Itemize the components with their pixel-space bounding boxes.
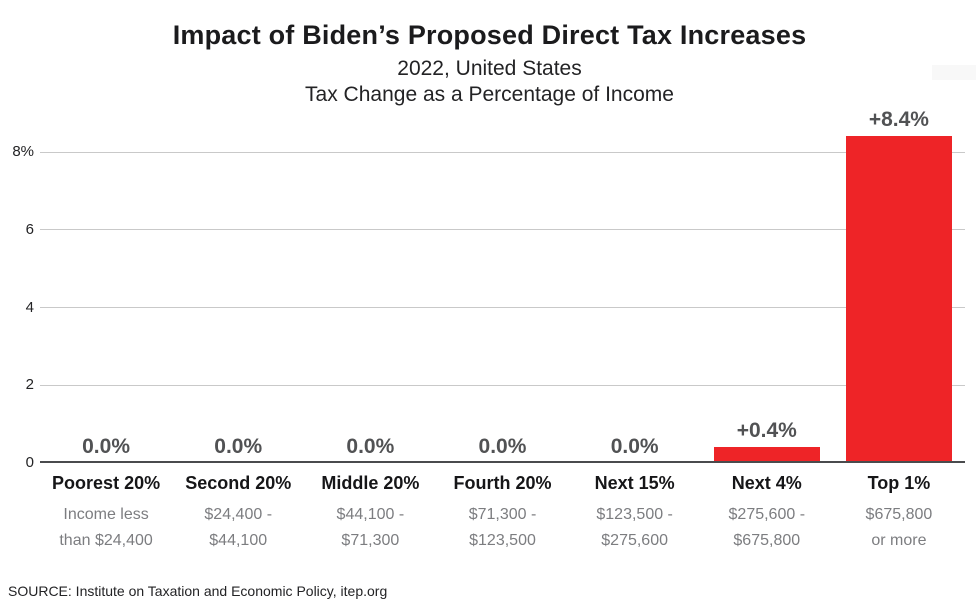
source-note: SOURCE: Institute on Taxation and Econom… <box>8 583 388 599</box>
value-label: 0.0% <box>610 435 659 458</box>
y-tick-label-0: 0 <box>25 454 34 471</box>
category-label: Top 1% <box>867 473 931 493</box>
bar <box>713 447 820 463</box>
column-middle-20-: 0.0% Middle 20% $44,100 - $71,300 <box>304 152 436 550</box>
income-range-line: $71,300 <box>341 532 400 549</box>
income-range-line: $675,800 <box>865 506 933 523</box>
category-label: Second 20% <box>185 473 292 493</box>
income-range-label: $275,600 - $675,800 <box>701 502 833 554</box>
income-range-line: $44,100 <box>209 532 268 549</box>
income-range-line: or more <box>871 532 927 549</box>
income-range-line: than $24,400 <box>59 532 153 549</box>
income-range-line: $675,800 <box>733 532 801 549</box>
income-range-line: $71,300 - <box>468 506 537 523</box>
value-label: +0.4% <box>736 419 797 443</box>
column-poorest-20-: 0.0% Poorest 20% Income less than $24,400 <box>40 152 172 550</box>
x-axis-line <box>40 461 965 463</box>
gridline-6 <box>40 229 965 231</box>
value-label: 0.0% <box>214 435 263 458</box>
y-tick-label-8: 8% <box>12 143 34 160</box>
income-range-line: $24,400 - <box>204 506 273 523</box>
y-tick-label-2: 2 <box>25 376 34 394</box>
bar <box>845 136 952 463</box>
chart-title: Impact of Biden’s Proposed Direct Tax In… <box>172 20 807 50</box>
gridline-8 <box>40 151 965 153</box>
income-range-label: $71,300 - $123,500 <box>436 502 568 554</box>
income-range-label: $123,500 - $275,600 <box>569 502 701 554</box>
value-label: 0.0% <box>82 435 130 458</box>
gridline-4 <box>40 307 965 308</box>
category-label: Next 15% <box>594 473 675 493</box>
income-range-line: $275,600 <box>601 532 668 549</box>
income-range-line: $275,600 - <box>728 506 806 523</box>
watermark-logo <box>932 65 976 80</box>
income-range-line: $123,500 <box>469 532 536 549</box>
income-range-line: $123,500 - <box>596 506 673 523</box>
category-label: Middle 20% <box>321 473 420 493</box>
value-label: 0.0% <box>478 435 527 458</box>
column-next-15-: 0.0% Next 15% $123,500 - $275,600 <box>569 152 701 550</box>
y-tick-label-6: 6 <box>25 220 34 238</box>
column-second-20-: 0.0% Second 20% $24,400 - $44,100 <box>172 152 304 550</box>
income-range-label: $675,800 or more <box>833 502 965 554</box>
income-range-label: $44,100 - $71,300 <box>304 502 436 554</box>
chart-subtitle-year: 2022, United States <box>397 57 582 80</box>
category-label: Fourth 20% <box>453 473 552 493</box>
category-label: Next 4% <box>731 473 802 493</box>
plot-area: 0 2 4 6 8% 0.0% Poorest 20% Income less than $24… <box>12 109 965 550</box>
income-range-line: Income less <box>63 506 149 523</box>
column-top-1-: +8.4% Top 1% $675,800 or more <box>833 109 965 549</box>
value-label: +8.4% <box>868 108 929 132</box>
category-label: Poorest 20% <box>52 473 161 493</box>
column-fourth-20-: 0.0% Fourth 20% $71,300 - $123,500 <box>436 152 568 550</box>
income-range-label: Income less than $24,400 <box>40 502 172 554</box>
gridline-2 <box>40 384 965 386</box>
income-range-label: $24,400 - $44,100 <box>172 502 304 554</box>
y-tick-label-4: 4 <box>25 298 34 316</box>
column-next-4-: +0.4% Next 4% $275,600 - $675,800 <box>701 152 833 549</box>
value-label: 0.0% <box>346 435 395 458</box>
income-range-line: $44,100 - <box>336 506 405 523</box>
chart-subtitle-measure: Tax Change as a Percentage of Income <box>305 83 674 106</box>
